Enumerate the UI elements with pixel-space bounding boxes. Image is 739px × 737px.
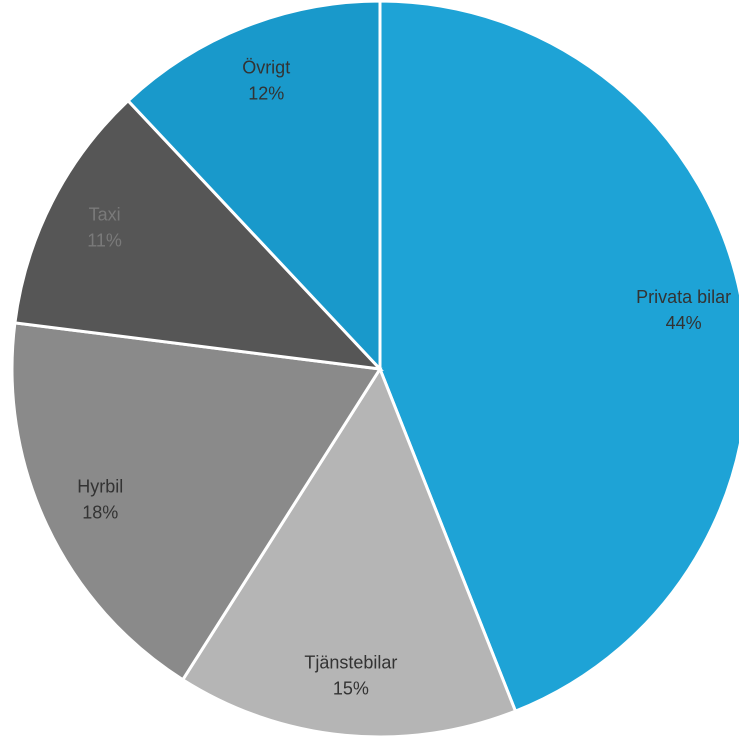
slice-value-label: 15% — [333, 678, 369, 698]
pie-slice — [378, 0, 739, 714]
slice-label: Privata bilar — [636, 287, 731, 307]
pie-slice — [13, 98, 384, 372]
pie-slice — [10, 321, 383, 682]
slice-value-label: 11% — [87, 230, 122, 250]
slice-label: Övrigt — [242, 57, 290, 77]
slice-label: Tjänstebilar — [304, 652, 397, 672]
pie-slice — [125, 0, 382, 373]
slice-label: Hyrbil — [77, 476, 123, 496]
slice-label: Taxi — [89, 204, 121, 224]
pie-slice — [180, 365, 518, 737]
slice-value-label: 18% — [82, 502, 118, 522]
slice-value-label: 12% — [248, 83, 284, 103]
slice-value-label: 44% — [666, 313, 702, 333]
